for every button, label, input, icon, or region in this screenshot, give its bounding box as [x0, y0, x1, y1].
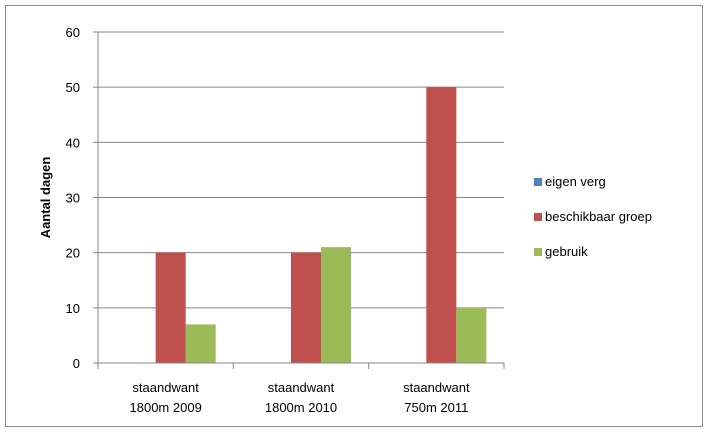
y-tick-label: 10: [66, 301, 80, 316]
legend-label: beschikbaar groep: [545, 209, 652, 224]
x-tick-label: 1800m 2010: [265, 400, 337, 415]
y-tick-label: 60: [66, 25, 80, 40]
legend-label: eigen verg: [545, 174, 606, 189]
x-tick-label: 1800m 2009: [130, 400, 202, 415]
bar: [291, 253, 321, 363]
y-tick-label: 40: [66, 135, 80, 150]
bar: [321, 247, 351, 363]
bar: [426, 87, 456, 363]
legend-swatch: [534, 213, 542, 221]
x-tick-label: staandwant: [403, 380, 470, 395]
x-tick-label: staandwant: [132, 380, 199, 395]
y-tick-label: 0: [73, 356, 80, 371]
y-tick-label: 50: [66, 80, 80, 95]
y-tick-label: 20: [66, 246, 80, 261]
y-axis-title: Aantal dagen: [38, 157, 53, 239]
legend-label: gebruik: [545, 244, 588, 259]
bar: [156, 253, 186, 363]
bar: [456, 308, 486, 363]
bar: [186, 324, 216, 363]
legend-swatch: [534, 248, 542, 256]
x-tick-label: staandwant: [268, 380, 335, 395]
legend-swatch: [534, 178, 542, 186]
x-tick-label: 750m 2011: [404, 400, 468, 415]
y-tick-label: 30: [66, 191, 80, 206]
